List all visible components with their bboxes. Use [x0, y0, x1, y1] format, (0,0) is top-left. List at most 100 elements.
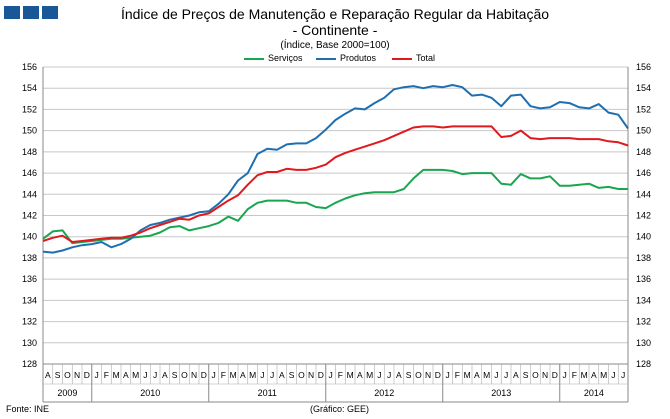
x-tick-label: A: [240, 370, 246, 380]
y-tick-label-right: 154: [636, 83, 651, 93]
legend-item-total: Total: [392, 53, 435, 63]
source-note: Fonte: INE: [6, 404, 50, 414]
x-tick-label: M: [464, 370, 471, 380]
x-tick-label: F: [455, 370, 460, 380]
x-tick-label: A: [45, 370, 51, 380]
x-tick-label: J: [377, 370, 381, 380]
x-tick-label: O: [298, 370, 305, 380]
x-tick-label: J: [611, 370, 615, 380]
x-tick-label: O: [532, 370, 539, 380]
y-tick-label-left: 132: [22, 317, 37, 327]
x-year-label: 2009: [57, 388, 77, 398]
x-tick-label: J: [95, 370, 99, 380]
x-tick-label: N: [542, 370, 548, 380]
legend-swatch-servicos: [244, 57, 264, 60]
chart-title-region: - Continente -: [292, 22, 378, 38]
x-tick-label: D: [552, 370, 558, 380]
x-tick-label: A: [591, 370, 597, 380]
x-tick-label: J: [621, 370, 625, 380]
y-axis-left: 128 130 132 134 136 138 140 142 144 146 148 150 152 1…: [22, 62, 37, 369]
y-tick-label-right: 130: [636, 338, 651, 348]
y-tick-label-left: 152: [22, 104, 37, 114]
logo-block-2: [23, 6, 39, 19]
x-tick-label: M: [483, 370, 490, 380]
legend-swatch-total: [392, 57, 412, 60]
x-tick-label: D: [84, 370, 90, 380]
x-tick-label: D: [318, 370, 324, 380]
chart-credit: (Gráfico: GEE): [310, 404, 370, 414]
x-tick-label: M: [249, 370, 256, 380]
y-tick-label-right: 150: [636, 126, 651, 136]
x-tick-label: J: [446, 370, 450, 380]
x-tick-label: N: [74, 370, 80, 380]
series-line-servicos: [42, 168, 628, 245]
x-tick-label: F: [104, 370, 109, 380]
y-tick-label-left: 138: [22, 253, 37, 263]
x-year-label: 2011: [258, 388, 277, 398]
x-tick-label: A: [513, 370, 519, 380]
x-tick-label: J: [504, 370, 508, 380]
x-tick-label: F: [572, 370, 577, 380]
series-line-produtos: [42, 84, 629, 254]
y-tick-label-right: 156: [636, 62, 651, 72]
x-tick-label: N: [191, 370, 197, 380]
x-tick-label: S: [289, 370, 295, 380]
x-tick-label: J: [153, 370, 157, 380]
y-tick-label-right: 146: [636, 168, 651, 178]
y-tick-label-right: 138: [636, 253, 651, 263]
x-tick-label: O: [181, 370, 188, 380]
legend-label-total: Total: [416, 53, 436, 63]
y-tick-label-left: 156: [22, 62, 37, 72]
x-tick-label: A: [162, 370, 168, 380]
x-year-label: 2012: [374, 388, 394, 398]
gee-logo: [4, 6, 58, 19]
y-tick-label-left: 136: [22, 274, 37, 284]
x-tick-label: J: [494, 370, 498, 380]
x-year-label: 2013: [491, 388, 511, 398]
x-year-label: 2010: [140, 388, 160, 398]
y-tick-label-right: 144: [636, 189, 651, 199]
chart-title: Índice de Preços de Manutenção e Reparaç…: [120, 6, 550, 22]
x-tick-label: J: [212, 370, 216, 380]
y-tick-label-left: 148: [22, 147, 37, 157]
x-tick-label: S: [523, 370, 529, 380]
x-tick-label: J: [270, 370, 274, 380]
x-tick-label: M: [600, 370, 607, 380]
x-tick-label: A: [279, 370, 285, 380]
x-tick-label: O: [64, 370, 71, 380]
x-tick-label: M: [132, 370, 139, 380]
y-tick-label-left: 130: [22, 338, 37, 348]
x-tick-label: M: [366, 370, 373, 380]
y-tick-label-left: 142: [22, 211, 37, 221]
legend-label-servicos: Serviços: [268, 53, 303, 63]
x-tick-label: J: [563, 370, 567, 380]
x-tick-label: A: [396, 370, 402, 380]
y-tick-label-right: 128: [636, 359, 651, 369]
x-tick-label: J: [387, 370, 391, 380]
y-tick-label-right: 136: [636, 274, 651, 284]
gridlines: [43, 66, 628, 365]
y-tick-label-left: 140: [22, 232, 37, 242]
y-tick-label-left: 150: [22, 126, 37, 136]
x-tick-label: J: [329, 370, 333, 380]
x-tick-label: M: [581, 370, 588, 380]
chart-subtitle: (Índice, Base 2000=100): [280, 40, 390, 51]
y-tick-label-right: 142: [636, 211, 651, 221]
y-tick-label-right: 152: [636, 104, 651, 114]
series-lines: [42, 84, 629, 254]
legend-item-produtos: Produtos: [316, 53, 376, 63]
x-year-label: 2014: [584, 388, 604, 398]
y-tick-label-left: 146: [22, 168, 37, 178]
y-tick-label-left: 144: [22, 189, 37, 199]
x-tick-label: M: [230, 370, 237, 380]
x-tick-label: F: [338, 370, 343, 380]
x-tick-label: J: [260, 370, 264, 380]
x-tick-label: F: [221, 370, 226, 380]
x-tick-label: S: [406, 370, 412, 380]
y-tick-label-left: 128: [22, 359, 37, 369]
x-tick-label: N: [308, 370, 314, 380]
y-tick-label-right: 134: [636, 295, 651, 305]
series-line-total: [42, 125, 629, 243]
